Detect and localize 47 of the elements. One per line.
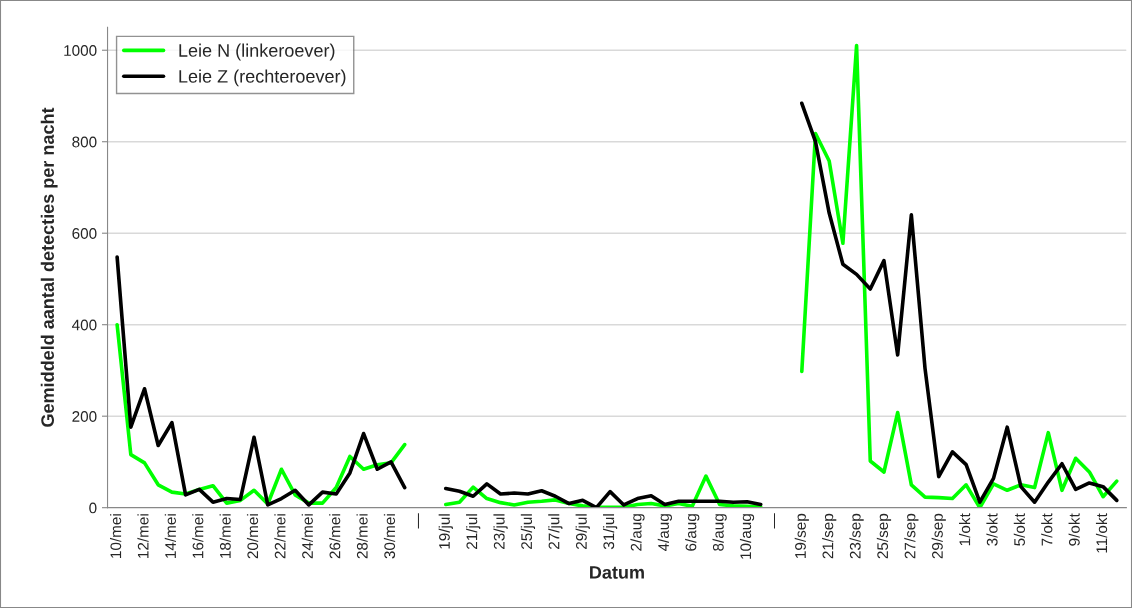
x-tick-label: 10/aug [739, 514, 755, 559]
x-tick-label: 6/aug [685, 514, 700, 551]
x-tick-label: 24/mei [301, 514, 313, 559]
x-tick-label: 1/okt [959, 513, 971, 546]
legend-label: Leie N (linkeroever) [179, 43, 335, 61]
x-tick-label: — [417, 513, 419, 529]
x-tick-label: 8/aug [712, 514, 727, 551]
y-tick-label: 400 [71, 319, 97, 331]
x-tick-label: 31/jul [602, 514, 618, 550]
y-tick-label: 800 [72, 136, 97, 148]
x-tick-label: 27/jul [548, 514, 563, 549]
x-tick-label: 23/jul [493, 514, 508, 549]
x-tick-label: 5/okt [1013, 513, 1025, 546]
x-tick-label: 21/jul [466, 514, 481, 549]
x-tick-label: 4/aug [657, 514, 672, 552]
x-tick-label: 3/okt [986, 513, 998, 546]
x-tick-label: 29/jul [575, 514, 590, 549]
y-tick-label: 0 [89, 502, 97, 514]
x-tick-label: 12/mei [137, 514, 149, 558]
y-tick-label: 600 [72, 228, 97, 239]
x-axis-title: Datum [590, 566, 644, 579]
x-tick-label: 25/jul [520, 514, 536, 549]
x-tick-label: 18/mei [219, 514, 231, 558]
y-tick-label: 200 [72, 411, 97, 422]
x-tick-label: 19/jul [438, 514, 453, 549]
x-tick-label: 29/sep [931, 513, 946, 559]
x-tick-label: 14/mei [164, 514, 176, 558]
x-tick-label: — [773, 513, 775, 529]
x-tick-label: 21/sep [822, 513, 837, 559]
x-tick-label: 19/sep [794, 513, 809, 558]
y-tick-label: 1000 [64, 45, 97, 56]
y-axis-title: Gemiddeld aantal detecties per nacht [40, 107, 58, 427]
x-tick-label: 22/mei [274, 514, 286, 559]
x-tick-label: 25/sep [876, 513, 892, 559]
legend-label: Leie Z (rechteroever) [179, 69, 346, 87]
x-tick-label: 27/sep [904, 513, 919, 559]
x-tick-label: 11/okt [1095, 513, 1108, 553]
x-tick-label: 16/mei [192, 514, 204, 558]
x-tick-label: 28/mei [356, 514, 368, 559]
x-tick-label: 7/okt [1041, 513, 1053, 546]
x-tick-label: 10/mei [110, 514, 122, 558]
x-tick-label: 20/mei [246, 514, 259, 559]
x-tick-label: 30/mei [383, 514, 396, 559]
x-tick-label: 9/okt [1068, 513, 1080, 546]
x-tick-label: 2/aug [630, 514, 645, 551]
x-tick-label: 26/mei [329, 514, 341, 559]
x-tick-label: 23/sep [849, 513, 864, 559]
